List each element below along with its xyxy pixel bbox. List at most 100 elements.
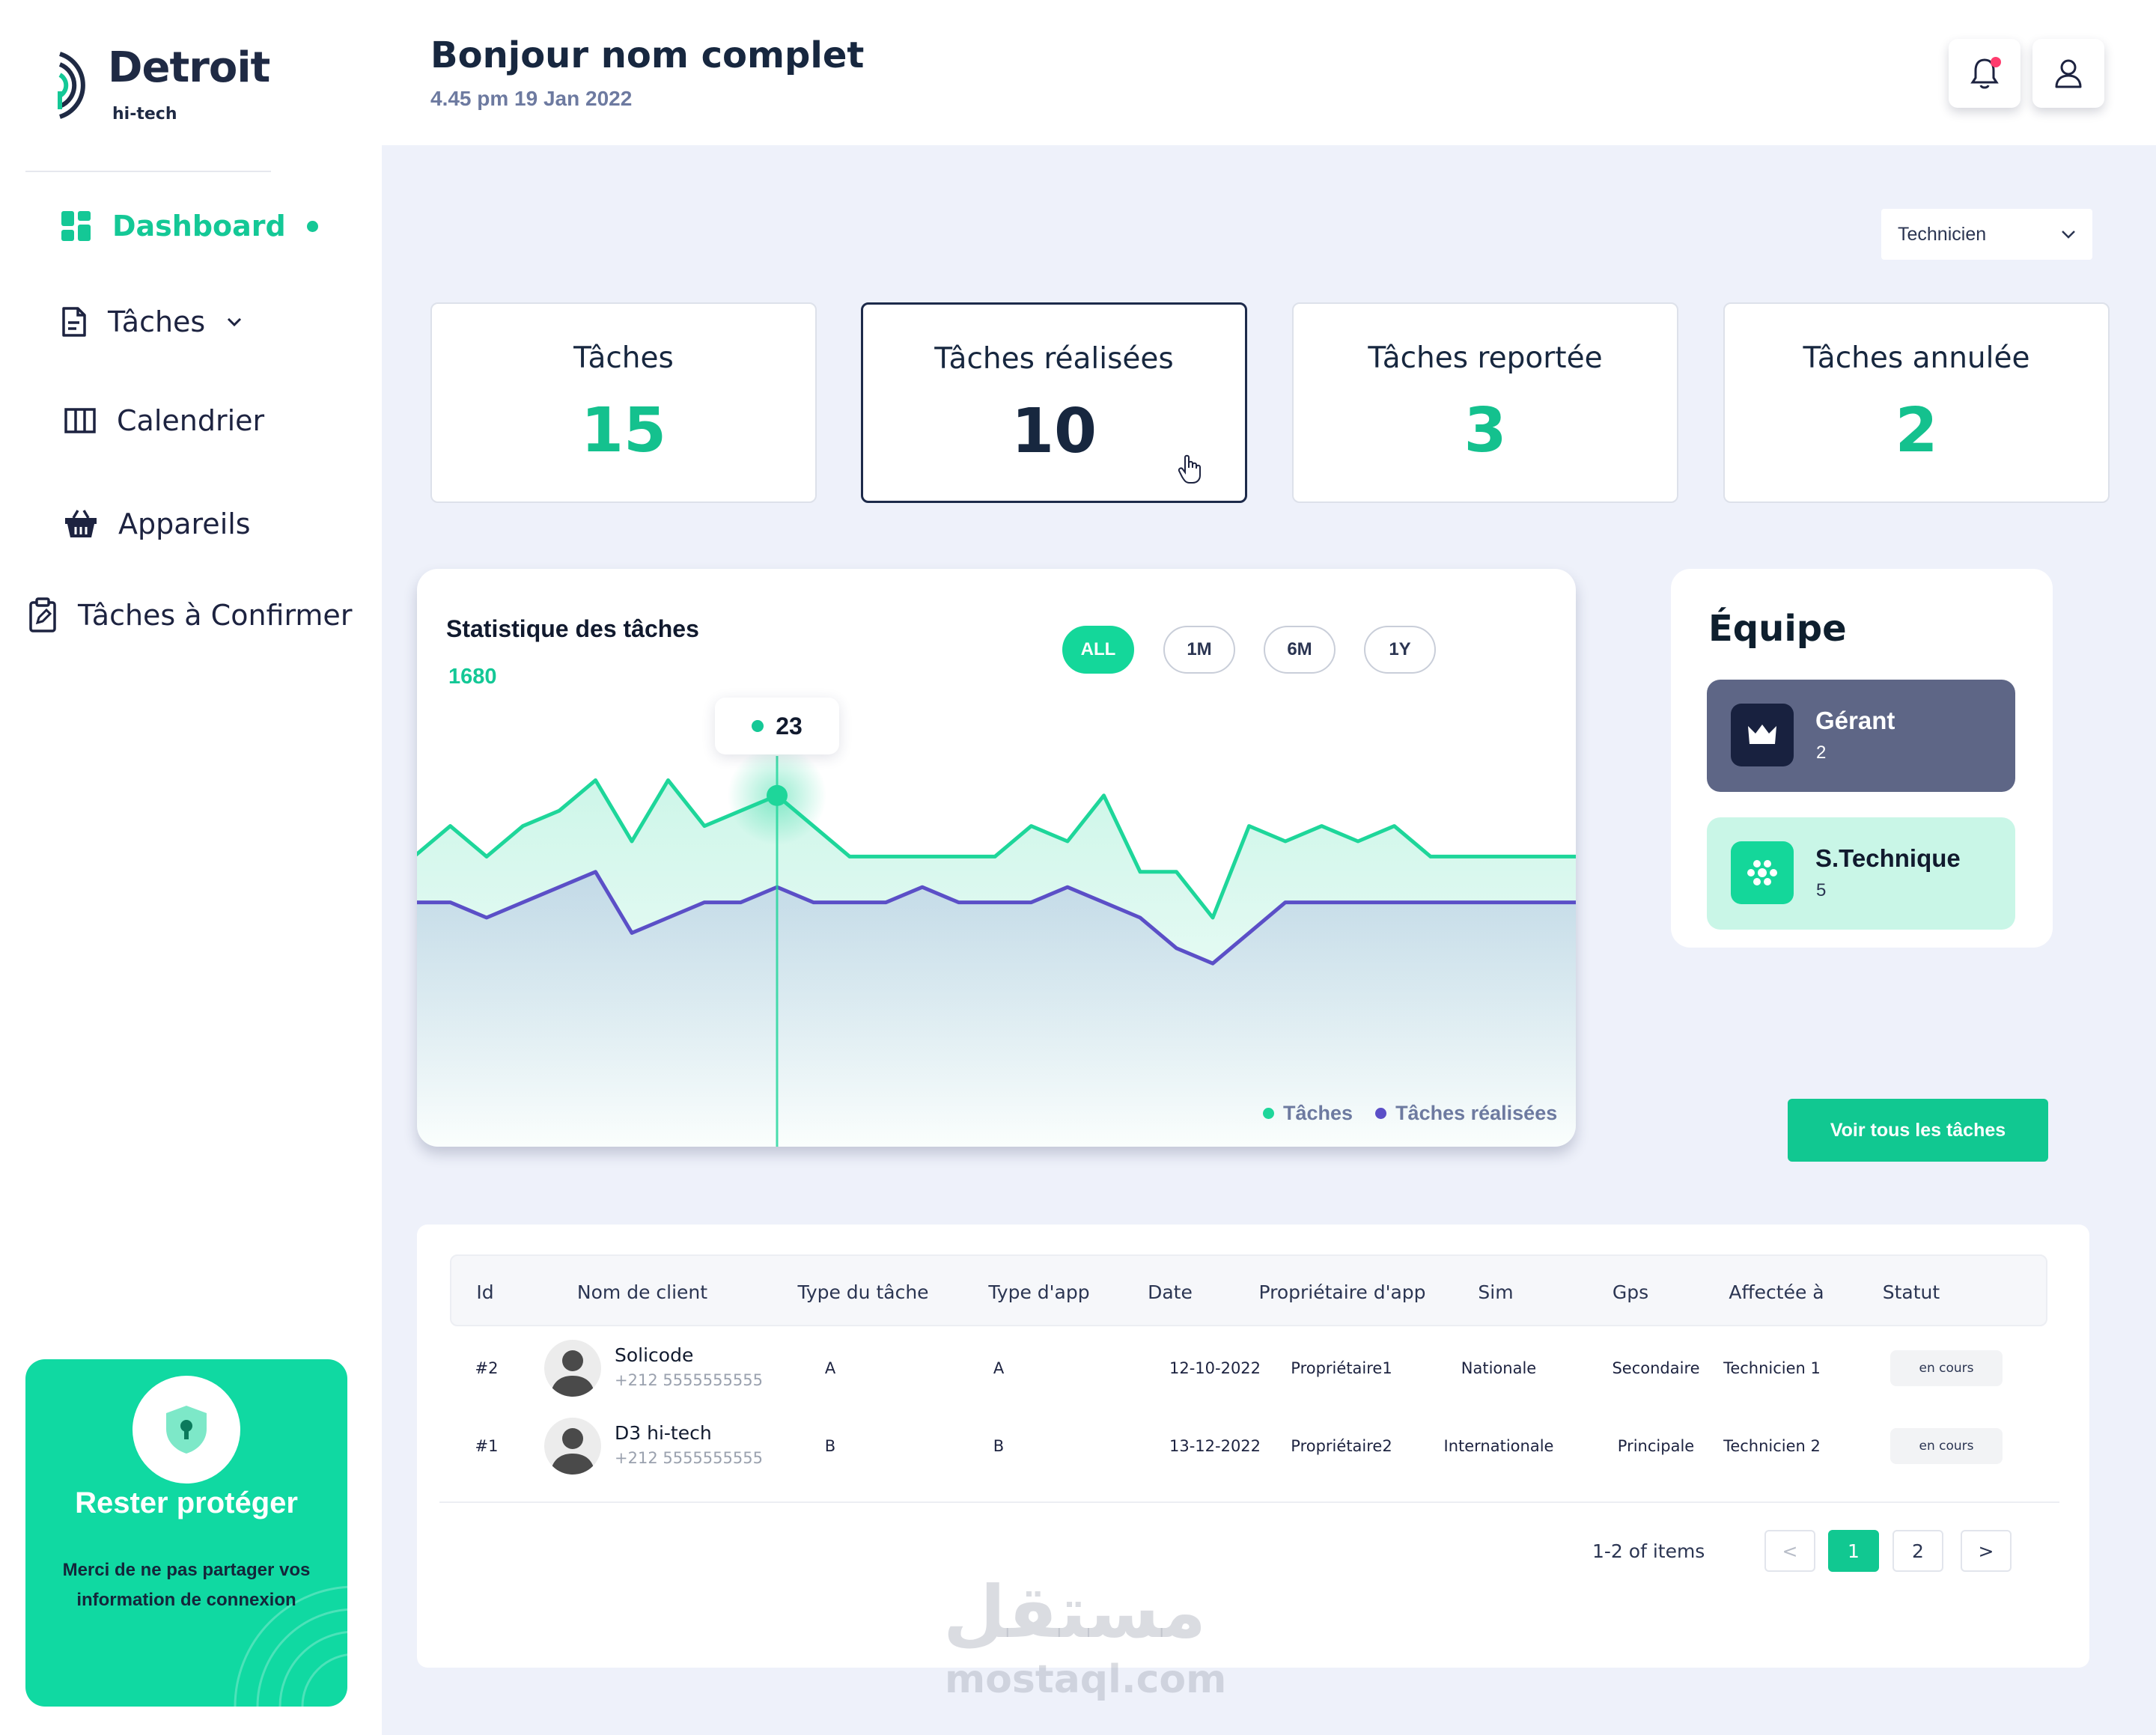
decorative-arcs — [234, 1585, 347, 1707]
sidebar: Detroit hi-tech Dashboard Tâches — [0, 0, 382, 1735]
team-title: Équipe — [1708, 608, 1847, 650]
column-header-sim[interactable]: Sim — [1478, 1281, 1514, 1303]
chart-legend: Tâches Tâches réalisées — [1263, 1102, 1557, 1125]
team-group-name: Gérant — [1815, 707, 1895, 734]
cell-client-phone: +212 5555555555 — [615, 1371, 763, 1389]
crown-icon — [1748, 725, 1776, 744]
cell-id: #1 — [475, 1437, 499, 1455]
range-all-button[interactable]: ALL — [1062, 626, 1134, 674]
page-title: Bonjour nom complet — [430, 34, 865, 76]
tooltip-dot — [752, 720, 764, 732]
column-header-affectee[interactable]: Affectée à — [1729, 1281, 1824, 1303]
chevron-down-icon[interactable] — [226, 317, 243, 327]
brand-logo[interactable]: Detroit hi-tech — [54, 43, 270, 133]
range-6m-button[interactable]: 6M — [1264, 626, 1336, 674]
pagination-next-button[interactable]: > — [1961, 1530, 2012, 1572]
sidebar-item-calendrier[interactable]: Calendrier — [64, 404, 264, 437]
table-row[interactable]: #2 Solicode +212 5555555555 12-10-2022 A… — [417, 1331, 2089, 1406]
tooltip-value: 23 — [776, 712, 803, 740]
user-avatar-icon — [550, 1428, 595, 1475]
see-all-tasks-button[interactable]: Voir tous les tâches — [1788, 1099, 2048, 1162]
notifications-button[interactable] — [1949, 39, 2021, 108]
brand-tagline: hi-tech — [112, 105, 177, 124]
stat-value: 3 — [1464, 395, 1507, 466]
cell-affectee: Technicien 2 — [1723, 1437, 1821, 1455]
clipboard-edit-icon — [29, 597, 56, 632]
stat-value: 10 — [1011, 396, 1097, 467]
stat-card-taches-realisees[interactable]: Tâches réalisées 10 — [861, 302, 1247, 503]
column-header-client[interactable]: Nom de client — [576, 1281, 708, 1303]
cell-proprietaire: Propriétaire2 — [1291, 1437, 1392, 1455]
pagination-page-2[interactable]: 2 — [1892, 1530, 1943, 1572]
column-header-gps[interactable]: Gps — [1612, 1281, 1649, 1303]
stat-value: 15 — [580, 395, 667, 466]
cell-type-app: B — [993, 1437, 1005, 1455]
stat-card-taches-reportee[interactable]: Tâches reportée 3 — [1292, 302, 1678, 503]
chevron-down-icon — [2062, 231, 2075, 239]
table-divider — [439, 1501, 2059, 1503]
legend-label: Tâches réalisées — [1395, 1102, 1558, 1124]
cell-type-app: A — [993, 1359, 1005, 1377]
cell-client-name: D3 hi-tech — [615, 1422, 712, 1444]
legend-item-taches-realisees[interactable]: Tâches réalisées — [1375, 1102, 1557, 1125]
logo-mark-icon — [58, 52, 85, 119]
sidebar-item-label: Appareils — [118, 507, 251, 540]
legend-label: Tâches — [1283, 1102, 1353, 1124]
notification-badge — [1991, 57, 2001, 67]
user-avatar-icon — [550, 1350, 595, 1397]
cell-gps: Principale — [1617, 1437, 1695, 1455]
dashboard-grid-icon — [61, 211, 91, 241]
series-line-taches-realisees — [417, 870, 1576, 966]
basket-icon — [65, 510, 97, 537]
chart-total: 1680 — [448, 665, 497, 689]
stat-label: Tâches annulée — [1803, 341, 2030, 375]
sidebar-item-label: Calendrier — [117, 404, 265, 437]
team-group-s-technique[interactable]: S.Technique 5 — [1707, 817, 2015, 930]
chart-tooltip: 23 — [715, 698, 839, 754]
cell-date: 13-12-2022 — [1169, 1437, 1261, 1455]
shield-badge — [133, 1376, 240, 1484]
pagination-page-1[interactable]: 1 — [1828, 1530, 1879, 1572]
column-header-date[interactable]: Date — [1148, 1281, 1193, 1303]
sidebar-divider — [25, 171, 271, 172]
legend-dot — [1263, 1108, 1274, 1119]
security-tip-card: Rester protéger Merci de ne pas partager… — [25, 1359, 347, 1707]
cell-date: 12-10-2022 — [1169, 1359, 1261, 1377]
team-group-gerant[interactable]: Gérant 2 — [1707, 680, 2015, 792]
sidebar-item-taches-a-confirmer[interactable]: Tâches à Confirmer — [28, 597, 352, 633]
highlight-point — [767, 784, 788, 806]
range-1y-button[interactable]: 1Y — [1364, 626, 1436, 674]
line-chart-canvas — [417, 745, 1576, 1147]
column-header-id[interactable]: Id — [476, 1281, 494, 1303]
columns-icon — [64, 408, 96, 433]
tasks-statistics-chart: Statistique des tâches 1680 ALL 1M 6M 1Y… — [417, 569, 1576, 1147]
column-header-type-app[interactable]: Type d'app — [988, 1281, 1090, 1303]
cell-client-name: Solicode — [615, 1344, 694, 1366]
sidebar-item-appareils[interactable]: Appareils — [64, 507, 251, 540]
pagination-prev-button[interactable]: < — [1764, 1530, 1815, 1572]
range-1m-button[interactable]: 1M — [1163, 626, 1235, 674]
stat-card-taches[interactable]: Tâches 15 — [430, 302, 817, 503]
security-tip-title: Rester protéger — [75, 1487, 298, 1519]
stat-label: Tâches reportée — [1368, 341, 1603, 375]
column-header-proprietaire[interactable]: Propriétaire d'app — [1258, 1281, 1426, 1303]
stat-card-taches-annulee[interactable]: Tâches annulée 2 — [1723, 302, 2110, 503]
team-group-count: 5 — [1816, 880, 1827, 900]
table-header: Id Nom de client Type du tâche Type d'ap… — [450, 1254, 2047, 1326]
chart-marks — [417, 745, 1576, 1147]
sidebar-item-dashboard[interactable]: Dashboard — [61, 210, 318, 243]
legend-dot — [1375, 1108, 1387, 1119]
current-datetime: 4.45 pm 19 Jan 2022 — [430, 87, 633, 110]
column-header-type-tache[interactable]: Type du tâche — [797, 1281, 929, 1303]
cell-sim: Internationale — [1443, 1437, 1554, 1455]
team-panel: Équipe Gérant 2 S.Technique 5 — [1671, 569, 2053, 948]
chart-title: Statistique des tâches — [446, 615, 699, 642]
sidebar-item-taches[interactable]: Tâches — [61, 305, 243, 338]
user-profile-button[interactable] — [2032, 39, 2104, 108]
legend-item-taches[interactable]: Tâches — [1263, 1102, 1353, 1125]
column-header-statut[interactable]: Statut — [1882, 1281, 1940, 1303]
sidebar-item-label: Tâches — [108, 305, 206, 338]
table-row[interactable]: #1 D3 hi-tech +212 5555555555 13-12-2022… — [417, 1409, 2089, 1484]
role-filter-select[interactable]: Technicien — [1881, 209, 2092, 260]
cell-sim: Nationale — [1461, 1359, 1537, 1377]
